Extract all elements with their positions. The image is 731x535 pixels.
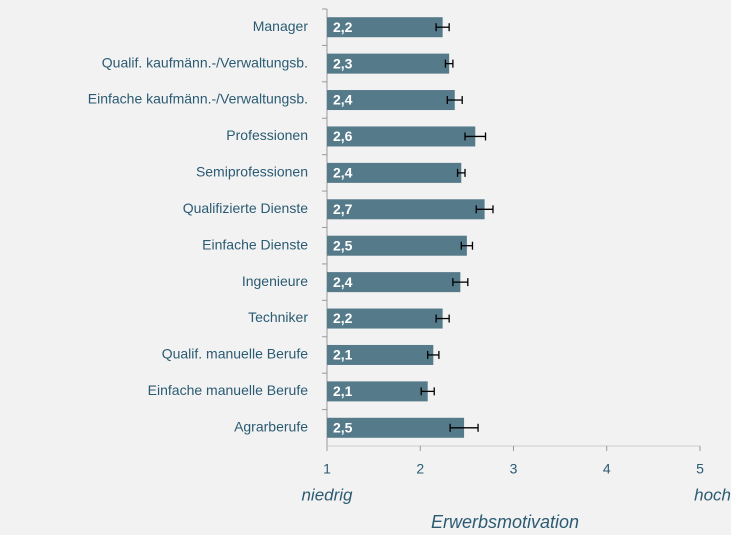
x-tick-label: 5 xyxy=(696,461,704,477)
x-tick-label: 3 xyxy=(510,461,518,477)
y-tick-label: Ingenieure xyxy=(242,273,308,289)
bar xyxy=(327,235,467,256)
bar xyxy=(327,17,443,38)
value-label: 2,2 xyxy=(333,310,353,326)
bar xyxy=(327,90,455,111)
bar xyxy=(327,199,485,220)
x-axis-label: Erwerbsmotivation xyxy=(431,512,579,532)
low-label: niedrig xyxy=(301,485,353,504)
bar xyxy=(327,308,443,329)
y-tick-label: Techniker xyxy=(248,309,308,325)
y-tick-label: Einfache manuelle Berufe xyxy=(148,382,309,398)
high-label: hoch xyxy=(694,485,731,504)
value-label: 2,5 xyxy=(333,419,353,435)
x-tick-label: 4 xyxy=(603,461,611,477)
x-tick-label: 2 xyxy=(416,461,424,477)
bar xyxy=(327,417,465,438)
value-label: 2,4 xyxy=(333,92,353,108)
y-tick-label: Einfache Dienste xyxy=(202,236,308,252)
y-tick-label: Semiprofessionen xyxy=(196,164,308,180)
y-tick-label: Qualif. manuelle Berufe xyxy=(162,346,309,362)
y-tick-label: Einfache kaufmänn.-/Verwaltungsb. xyxy=(88,91,308,107)
value-label: 2,6 xyxy=(333,128,353,144)
value-label: 2,4 xyxy=(333,165,353,181)
y-tick-label: Professionen xyxy=(226,127,308,143)
bar xyxy=(327,344,434,365)
value-label: 2,1 xyxy=(333,347,353,363)
y-tick-label: Qualifizierte Dienste xyxy=(183,200,308,216)
bar xyxy=(327,53,450,74)
value-label: 2,1 xyxy=(333,383,353,399)
bar xyxy=(327,272,461,293)
bar xyxy=(327,162,462,183)
value-label: 2,5 xyxy=(333,237,353,253)
y-tick-label: Agrarberufe xyxy=(234,418,308,434)
value-label: 2,7 xyxy=(333,201,353,217)
bar xyxy=(327,381,428,402)
value-label: 2,3 xyxy=(333,55,353,71)
x-tick-label: 1 xyxy=(323,461,331,477)
y-tick-label: Qualif. kaufmänn.-/Verwaltungsb. xyxy=(102,54,308,70)
value-label: 2,4 xyxy=(333,274,353,290)
bar xyxy=(327,126,476,147)
value-label: 2,2 xyxy=(333,19,353,35)
y-tick-label: Manager xyxy=(253,18,309,34)
